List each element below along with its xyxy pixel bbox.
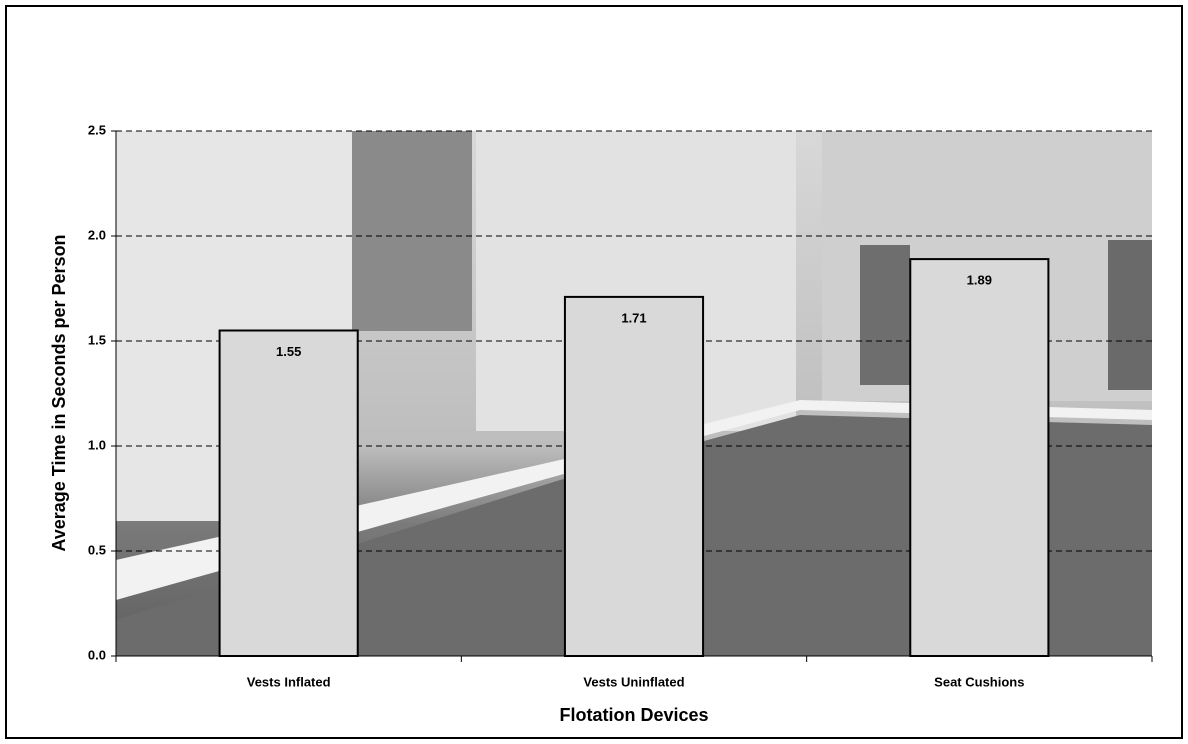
y-tick-label: 0.0 bbox=[88, 647, 106, 662]
bar bbox=[909, 258, 1050, 657]
y-tick-label: 1.0 bbox=[88, 437, 106, 452]
bar bbox=[563, 295, 705, 657]
y-tick-label: 2.0 bbox=[88, 227, 106, 242]
bar bbox=[218, 329, 359, 657]
y-tick-label: 1.5 bbox=[88, 332, 106, 347]
value-label: 1.89 bbox=[967, 273, 992, 288]
y-tick-label: 2.5 bbox=[88, 122, 106, 137]
y-tick-label: 0.5 bbox=[88, 542, 106, 557]
value-label: 1.71 bbox=[621, 310, 646, 325]
x-tick-label: Vests Inflated bbox=[247, 674, 331, 689]
x-tick-label: Vests Uninflated bbox=[583, 674, 684, 689]
x-axis-title: Flotation Devices bbox=[559, 705, 708, 725]
x-tick-label: Seat Cushions bbox=[934, 674, 1024, 689]
y-axis-title: Average Time in Seconds per Person bbox=[49, 234, 69, 551]
value-label: 1.55 bbox=[276, 344, 301, 359]
